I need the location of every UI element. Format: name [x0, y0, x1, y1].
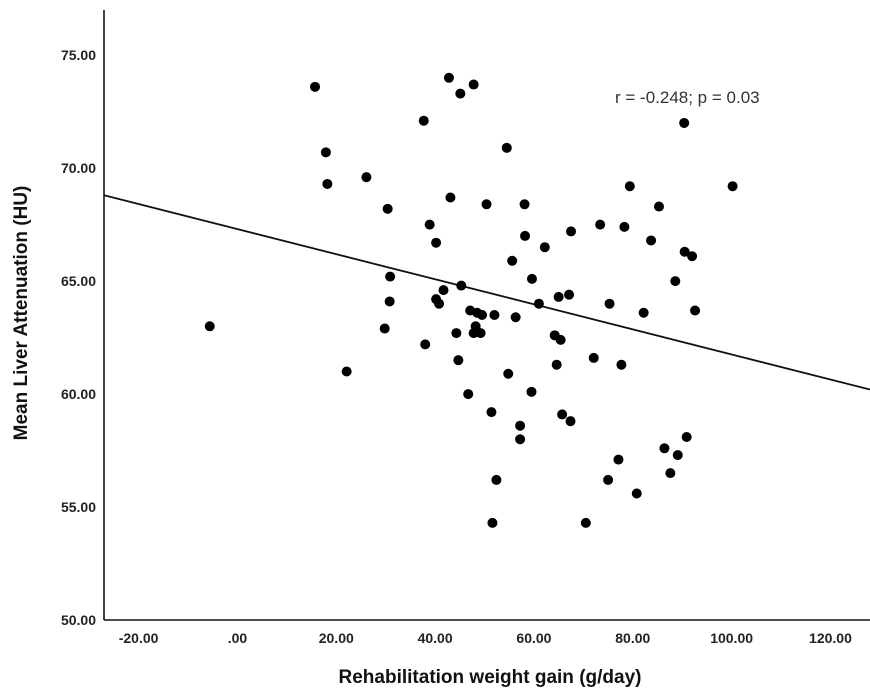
data-point	[690, 305, 701, 316]
regression-line	[103, 194, 870, 391]
data-point	[456, 280, 467, 291]
y-tick-label: 75.00	[61, 47, 96, 63]
data-point	[382, 203, 393, 214]
x-tick-label: 20.00	[319, 630, 354, 646]
y-tick-label: 55.00	[61, 499, 96, 515]
data-point	[533, 298, 544, 309]
data-point	[418, 115, 429, 126]
x-tick-label: 60.00	[516, 630, 551, 646]
data-point	[434, 298, 445, 309]
data-point	[603, 474, 614, 485]
x-tick-label: 120.00	[809, 630, 852, 646]
data-point	[679, 117, 690, 128]
y-tick-label: 50.00	[61, 612, 96, 628]
data-point	[507, 255, 518, 266]
data-point	[468, 79, 479, 90]
y-tick-labels: 50.00 55.00 60.00 65.00 70.00 75.00	[61, 47, 96, 628]
data-point	[515, 420, 526, 431]
data-point	[475, 328, 486, 339]
data-point	[539, 242, 550, 253]
y-tick-label: 60.00	[61, 386, 96, 402]
data-point	[624, 181, 635, 192]
data-point	[204, 321, 215, 332]
data-point	[322, 178, 333, 189]
x-tick-label: -20.00	[119, 630, 159, 646]
data-point	[455, 88, 466, 99]
x-axis-title: Rehabilitation weight gain (g/day)	[339, 667, 642, 688]
data-point	[503, 368, 514, 379]
data-point	[379, 323, 390, 334]
data-point	[520, 230, 531, 241]
data-point	[320, 147, 331, 158]
x-tick-label: 80.00	[615, 630, 650, 646]
data-point	[616, 359, 627, 370]
correlation-annotation: r = -0.248; p = 0.03	[615, 88, 760, 107]
data-point	[672, 450, 683, 461]
data-point	[551, 359, 562, 370]
data-point	[646, 235, 657, 246]
data-points	[204, 72, 738, 528]
data-point	[487, 517, 498, 528]
data-point	[727, 181, 738, 192]
data-point	[438, 285, 449, 296]
data-point	[604, 298, 615, 309]
data-point	[659, 443, 670, 454]
data-point	[565, 416, 576, 427]
x-tick-label: 100.00	[710, 630, 753, 646]
data-point	[424, 219, 435, 230]
data-point	[445, 192, 456, 203]
data-point	[665, 468, 676, 479]
data-point	[526, 386, 537, 397]
data-point	[361, 172, 372, 183]
data-point	[491, 474, 502, 485]
data-point	[443, 72, 454, 83]
data-point	[588, 352, 599, 363]
data-point	[553, 291, 564, 302]
data-point	[681, 432, 692, 442]
data-point	[453, 355, 464, 366]
data-point	[486, 407, 497, 418]
data-point	[595, 219, 606, 230]
data-point	[515, 434, 526, 445]
data-point	[526, 273, 537, 284]
data-point	[519, 199, 530, 210]
data-point	[463, 389, 474, 400]
data-point	[481, 199, 492, 210]
data-point	[580, 517, 591, 528]
data-point	[619, 221, 630, 232]
data-point	[510, 312, 521, 323]
x-tick-labels: -20.00 .00 20.00 40.00 60.00 80.00 100.00 120.0…	[119, 630, 852, 646]
data-point	[477, 310, 488, 320]
data-point	[679, 246, 690, 257]
data-point	[566, 226, 577, 237]
data-point	[564, 289, 575, 300]
data-point	[310, 81, 321, 92]
data-point	[631, 488, 642, 499]
data-point	[385, 271, 396, 282]
y-tick-label: 70.00	[61, 160, 96, 176]
x-tick-label: .00	[228, 630, 248, 646]
data-point	[687, 251, 698, 262]
data-point	[489, 310, 500, 320]
data-point	[501, 142, 512, 153]
data-point	[451, 328, 462, 339]
data-point	[420, 339, 431, 350]
data-point	[638, 307, 649, 318]
data-point	[384, 296, 395, 307]
data-point	[557, 409, 568, 420]
y-axis-title: Mean Liver Attenuation (HU)	[11, 186, 32, 441]
y-tick-label: 65.00	[61, 273, 96, 289]
data-point	[653, 201, 664, 212]
data-point	[555, 334, 566, 345]
data-point	[341, 366, 352, 377]
data-point	[613, 454, 624, 465]
data-point	[431, 237, 442, 248]
data-point	[670, 276, 681, 287]
x-tick-label: 40.00	[418, 630, 453, 646]
